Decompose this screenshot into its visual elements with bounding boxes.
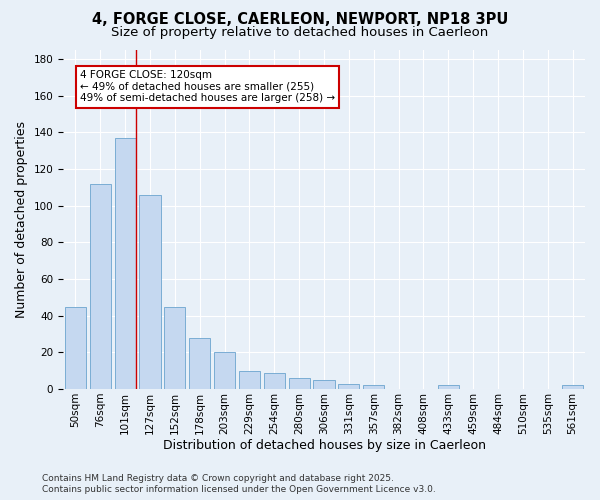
Bar (438, 386, 459, 389)
Bar (264, 372, 285, 389)
Text: 4, FORGE CLOSE, CAERLEON, NEWPORT, NP18 3PU: 4, FORGE CLOSE, CAERLEON, NEWPORT, NP18 … (92, 12, 508, 28)
Bar (239, 370, 260, 389)
Bar (289, 378, 310, 389)
Bar (189, 338, 210, 389)
Text: Size of property relative to detached houses in Caerleon: Size of property relative to detached ho… (112, 26, 488, 39)
Bar (562, 386, 583, 389)
Text: 4 FORGE CLOSE: 120sqm
← 49% of detached houses are smaller (255)
49% of semi-det: 4 FORGE CLOSE: 120sqm ← 49% of detached … (80, 70, 335, 103)
Text: Contains HM Land Registry data © Crown copyright and database right 2025.
Contai: Contains HM Land Registry data © Crown c… (42, 474, 436, 494)
Bar (338, 384, 359, 389)
Bar (214, 352, 235, 389)
X-axis label: Distribution of detached houses by size in Caerleon: Distribution of detached houses by size … (163, 440, 485, 452)
Bar (90, 184, 111, 389)
Bar (115, 138, 136, 389)
Bar (313, 380, 335, 389)
Bar (164, 306, 185, 389)
Bar (363, 386, 384, 389)
Bar (65, 306, 86, 389)
Y-axis label: Number of detached properties: Number of detached properties (15, 121, 28, 318)
Bar (139, 195, 161, 389)
